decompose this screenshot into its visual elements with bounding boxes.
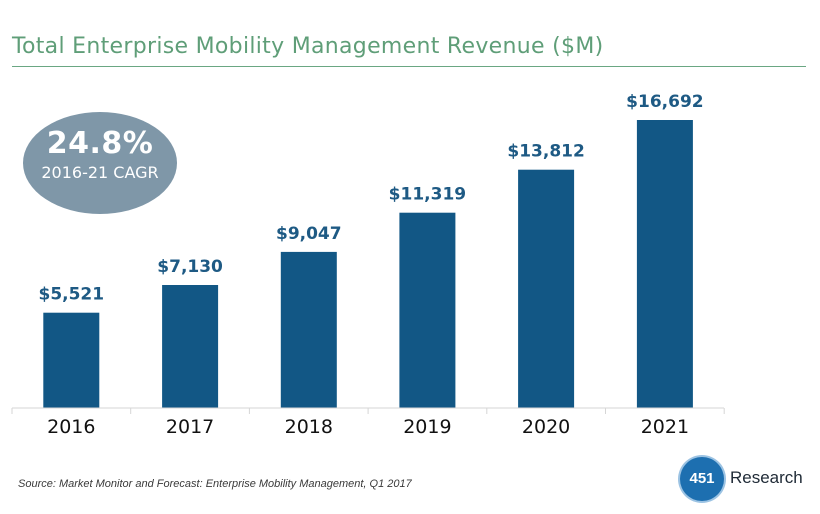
value-label-2017: $7,130 [157, 257, 223, 277]
source-note: Source: Market Monitor and Forecast: Ent… [18, 478, 412, 490]
category-label-2018: 2018 [285, 416, 333, 438]
chart-title: Total Enterprise Mobility Management Rev… [12, 34, 604, 59]
bar-2018 [280, 251, 337, 408]
title-underline [12, 66, 806, 67]
logo-mark: 451 [680, 457, 724, 501]
value-labels-group: $5,521 $7,130 $9,047 $11,319 $13,812 $16,692 [38, 92, 703, 305]
logo-text: Research [730, 468, 803, 487]
value-label-2021: $16,692 [626, 92, 703, 112]
bar-2021 [636, 120, 693, 408]
value-label-2019: $11,319 [389, 185, 466, 205]
bar-2016 [43, 312, 100, 408]
category-label-2021: 2021 [641, 416, 689, 438]
category-labels-group: 2016 2017 2018 2019 2020 2021 [47, 416, 689, 438]
value-label-2018: $9,047 [276, 224, 342, 244]
cagr-label: 2016-21 CAGR [41, 163, 159, 182]
category-label-2019: 2019 [403, 416, 451, 438]
value-label-2020: $13,812 [507, 142, 584, 162]
value-label-2016: $5,521 [38, 285, 104, 305]
451-research-logo: 451 Research [680, 457, 816, 503]
category-label-2016: 2016 [47, 416, 95, 438]
bar-2019 [399, 212, 456, 408]
category-label-2017: 2017 [166, 416, 214, 438]
cagr-value: 24.8% [46, 126, 154, 161]
category-label-2020: 2020 [522, 416, 570, 438]
bars-group [43, 120, 693, 408]
bar-2017 [162, 285, 219, 408]
cagr-callout: 24.8% 2016-21 CAGR [23, 112, 177, 214]
x-axis-ticks [11, 408, 725, 414]
bar-2020 [518, 169, 575, 408]
